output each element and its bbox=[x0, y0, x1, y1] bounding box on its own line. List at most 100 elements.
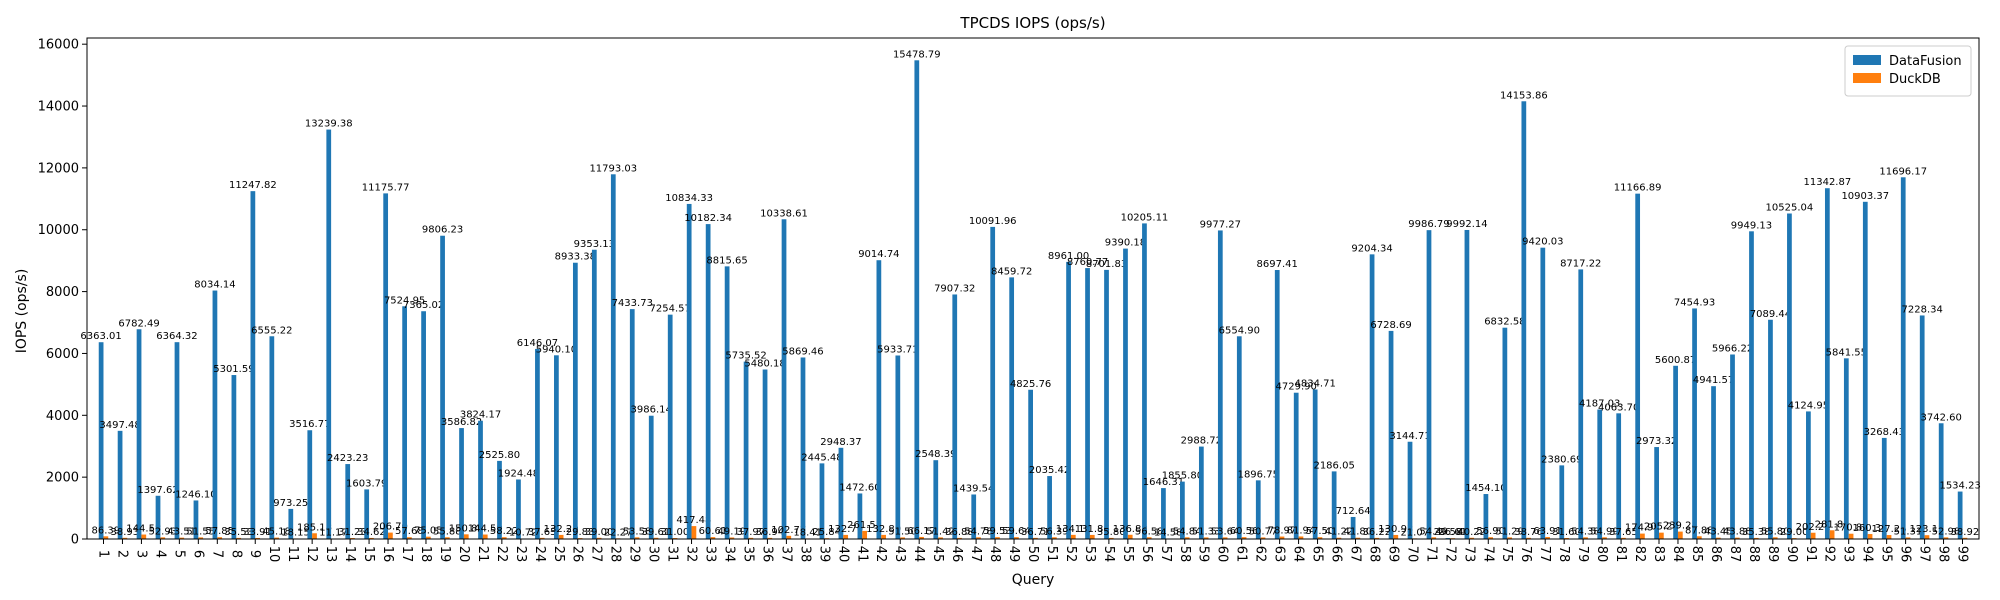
data-label-duckdb: 57.68 bbox=[395, 526, 424, 537]
bar-datafusion-29 bbox=[629, 309, 635, 539]
x-tick-label: 81 bbox=[1613, 546, 1628, 563]
x-tick-label: 83 bbox=[1651, 546, 1666, 563]
bar-datafusion-87 bbox=[1730, 354, 1735, 539]
legend-label-duckdb: DuckDB bbox=[1889, 72, 1941, 87]
data-label-datafusion: 6554.90 bbox=[1219, 325, 1260, 336]
x-tick-label: 39 bbox=[816, 546, 831, 563]
data-label-datafusion: 2186.05 bbox=[1313, 460, 1354, 471]
bar-duckdb-52 bbox=[1070, 534, 1076, 539]
bar-duckdb-5 bbox=[179, 537, 185, 539]
bar-datafusion-24 bbox=[535, 348, 540, 539]
data-label-datafusion: 1924.48 bbox=[498, 468, 539, 479]
x-tick-label: 16 bbox=[380, 546, 395, 563]
bar-datafusion-10 bbox=[269, 336, 275, 539]
data-label-datafusion: 4063.70 bbox=[1598, 402, 1639, 413]
bar-duckdb-40 bbox=[843, 534, 849, 539]
data-label-datafusion: 5600.87 bbox=[1655, 355, 1696, 366]
x-tick-label: 31 bbox=[665, 546, 680, 563]
data-label-datafusion: 6728.69 bbox=[1370, 320, 1411, 331]
bar-duckdb-75 bbox=[1507, 537, 1512, 539]
data-label-duckdb: 261.52 bbox=[847, 520, 882, 531]
x-tick-label: 86 bbox=[1708, 546, 1723, 563]
bar-duckdb-30 bbox=[653, 537, 659, 539]
bar-datafusion-51 bbox=[1047, 476, 1052, 539]
bar-duckdb-21 bbox=[482, 534, 488, 539]
x-tick-label: 97 bbox=[1917, 546, 1932, 563]
bar-datafusion-64 bbox=[1293, 392, 1299, 539]
bar-datafusion-67 bbox=[1350, 516, 1356, 539]
x-tick-label: 24 bbox=[532, 546, 547, 563]
data-label-datafusion: 7254.57 bbox=[650, 304, 691, 315]
x-tick-label: 13 bbox=[323, 546, 338, 563]
data-label-duckdb: 53.58 bbox=[623, 526, 652, 537]
data-label-duckdb: 51.29 bbox=[1495, 526, 1524, 537]
data-label-duckdb: 134.12 bbox=[1056, 524, 1091, 535]
x-tick-label: 50 bbox=[1025, 546, 1040, 563]
x-tick-label: 88 bbox=[1746, 546, 1761, 563]
bar-datafusion-21 bbox=[478, 420, 483, 539]
y-axis-label: IOPS (ops/s) bbox=[14, 269, 30, 354]
data-label-datafusion: 7524.95 bbox=[384, 295, 425, 306]
data-label-duckdb: 57.85 bbox=[205, 526, 234, 537]
data-label-datafusion: 7433.73 bbox=[612, 298, 653, 309]
x-tick-label: 45 bbox=[930, 546, 945, 563]
bar-duckdb-55 bbox=[1127, 534, 1133, 539]
data-label-datafusion: 9949.13 bbox=[1731, 220, 1772, 231]
x-tick-label: 87 bbox=[1727, 546, 1742, 563]
bar-datafusion-47 bbox=[971, 494, 977, 539]
bar-duckdb-8 bbox=[236, 537, 242, 539]
bar-duckdb-25 bbox=[558, 534, 564, 539]
data-label-datafusion: 13239.38 bbox=[305, 119, 353, 130]
bar-datafusion-54 bbox=[1104, 269, 1109, 539]
data-label-duckdb: 21.07 bbox=[1400, 527, 1429, 538]
data-label-datafusion: 6364.32 bbox=[156, 331, 197, 342]
bar-duckdb-29 bbox=[634, 537, 640, 539]
y-tick-label: 16000 bbox=[38, 38, 79, 53]
bar-datafusion-17 bbox=[402, 306, 407, 539]
bar-datafusion-12 bbox=[307, 430, 313, 539]
data-label-datafusion: 2380.69 bbox=[1541, 454, 1582, 465]
data-label-datafusion: 3144.71 bbox=[1389, 431, 1430, 442]
data-label-datafusion: 10091.96 bbox=[969, 216, 1017, 227]
bar-datafusion-31 bbox=[667, 314, 673, 539]
bar-datafusion-91 bbox=[1806, 411, 1811, 539]
data-label-datafusion: 4834.71 bbox=[1294, 378, 1335, 389]
bar-duckdb-36 bbox=[767, 537, 773, 539]
bar-duckdb-81 bbox=[1621, 537, 1626, 539]
data-label-datafusion: 11175.77 bbox=[362, 182, 410, 193]
bar-datafusion-49 bbox=[1009, 277, 1015, 539]
x-tick-label: 71 bbox=[1423, 546, 1438, 563]
x-tick-label: 35 bbox=[740, 546, 755, 563]
data-label-duckdb: 132.89 bbox=[866, 524, 901, 535]
x-tick-label: 57 bbox=[1158, 546, 1173, 563]
bar-datafusion-6 bbox=[193, 500, 199, 539]
data-label-duckdb: 56.58 bbox=[1135, 526, 1164, 537]
data-label-datafusion: 9390.18 bbox=[1105, 238, 1146, 249]
data-label-datafusion: 973.25 bbox=[273, 498, 308, 509]
x-tick-label: 26 bbox=[570, 546, 585, 563]
bar-datafusion-52 bbox=[1066, 261, 1071, 539]
data-label-duckdb: 55.80 bbox=[1761, 526, 1790, 537]
data-label-duckdb: 170.85 bbox=[1834, 523, 1869, 534]
x-tick-label: 85 bbox=[1689, 546, 1704, 563]
x-tick-label: 74 bbox=[1480, 546, 1495, 563]
data-label-duckdb: 31.23 bbox=[338, 527, 367, 538]
data-label-duckdb: 39.00 bbox=[585, 527, 614, 538]
data-label-duckdb: 26.61 bbox=[1438, 527, 1467, 538]
data-label-duckdb: 51.50 bbox=[888, 526, 917, 537]
bar-duckdb-9 bbox=[255, 537, 260, 539]
bar-duckdb-56 bbox=[1146, 537, 1152, 539]
data-label-datafusion: 7907.32 bbox=[934, 283, 975, 294]
bar-datafusion-63 bbox=[1274, 270, 1280, 539]
bar-datafusion-76 bbox=[1521, 101, 1527, 539]
x-tick-label: 1 bbox=[95, 550, 110, 558]
bar-duckdb-19 bbox=[444, 537, 450, 539]
data-label-datafusion: 2423.23 bbox=[327, 453, 368, 464]
x-tick-label: 9 bbox=[247, 550, 262, 558]
x-tick-label: 64 bbox=[1291, 546, 1306, 563]
data-label-duckdb: 18.41 bbox=[793, 527, 822, 538]
bar-datafusion-50 bbox=[1028, 389, 1033, 539]
bar-datafusion-55 bbox=[1123, 248, 1128, 539]
data-label-duckdb: 144.58 bbox=[126, 524, 161, 535]
x-tick-label: 6 bbox=[190, 550, 205, 558]
